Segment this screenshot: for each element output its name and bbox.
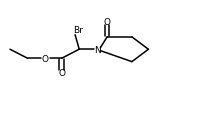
- Text: Br: Br: [73, 26, 83, 35]
- Text: N: N: [94, 45, 101, 54]
- Text: O: O: [58, 69, 65, 78]
- Text: O: O: [104, 18, 111, 27]
- Text: O: O: [42, 54, 49, 63]
